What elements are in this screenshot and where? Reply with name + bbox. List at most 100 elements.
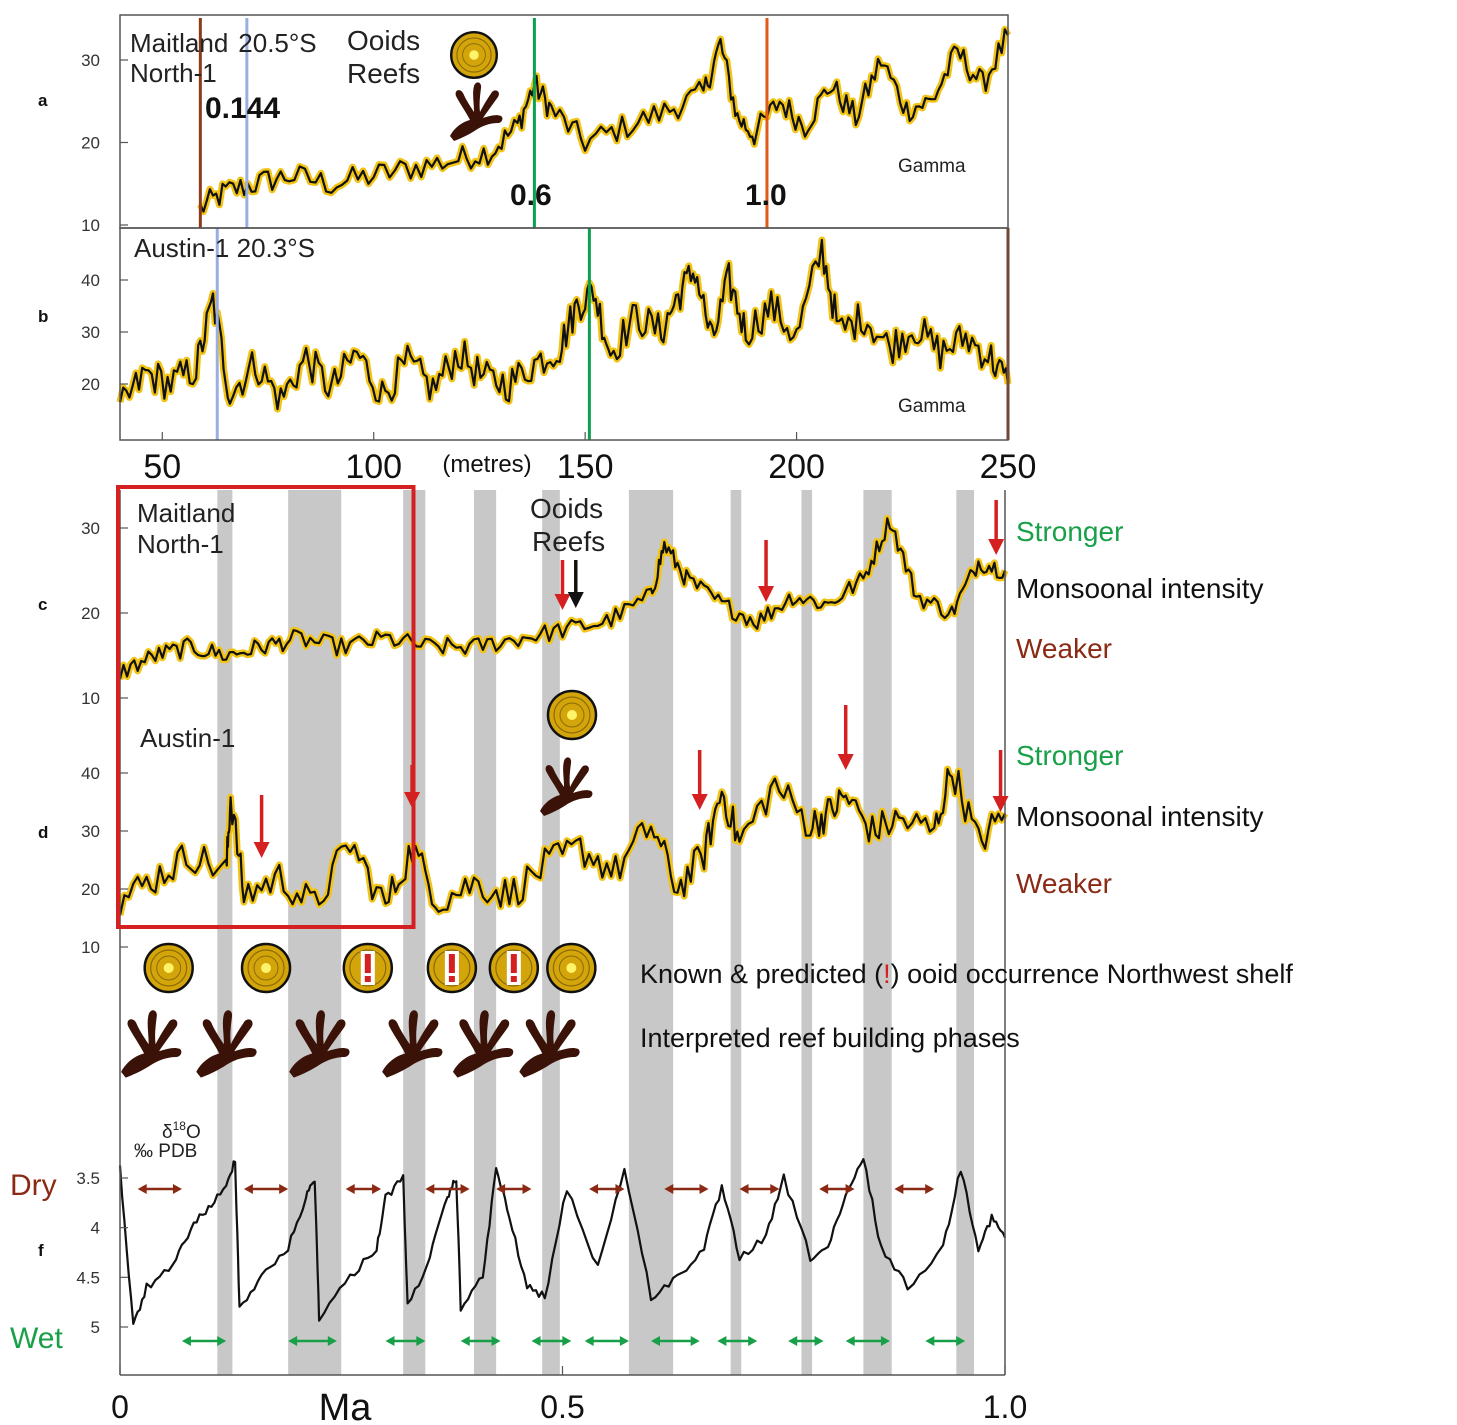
ooid-icon-panel-a (450, 31, 498, 79)
series-envelope-a (197, 25, 1012, 216)
dry-arrow-9-head-left (894, 1184, 904, 1194)
dry-arrow-9-head-right (925, 1184, 935, 1194)
dry-arrow-7-head-left (739, 1184, 749, 1194)
panel-b-xlabel: (metres) (442, 451, 531, 478)
highlight-box (116, 485, 416, 929)
xtick-label-b-3: 200 (768, 448, 825, 486)
dry-arrow-4-head-right (522, 1184, 532, 1194)
panel-d-monsoonal: Monsoonal intensity (1016, 801, 1263, 832)
red-arrow-c-0-head (554, 594, 571, 610)
panel-f-wet-label: Wet (10, 1322, 63, 1355)
panel-b-series-label: Gamma (898, 396, 966, 417)
dry-arrow-5-head-left (589, 1184, 599, 1194)
panel-d-stronger: Stronger (1016, 740, 1123, 771)
panel-a-title-line1: Maitland 20.5°S (130, 28, 317, 58)
ooid-icon-0 (143, 942, 194, 994)
series-line-f (118, 1158, 1007, 1325)
red-arrow-d-0-head (253, 842, 270, 858)
red-arrow-d-4-head (992, 796, 1009, 812)
dry-arrow-2-head-right (372, 1184, 382, 1194)
xtick-label-f-2: 1.0 (983, 1389, 1027, 1425)
wet-arrow-0-head-left (181, 1336, 191, 1346)
series-line-b (118, 238, 1010, 411)
dry-arrow-1-head-right (279, 1184, 289, 1194)
wet-arrow-10-head-right (956, 1336, 966, 1346)
shaded-band-6 (730, 490, 742, 1375)
series-line-a (199, 28, 1009, 213)
ooid-icon-5 (546, 942, 597, 994)
ytick-label-d-2: 30 (81, 822, 100, 841)
chart-marks: 10 20 30 20 30 40 10 20 30 10 20 30 40 3.5 4 4.5 5 50 100 1… (76, 31, 1037, 1425)
dry-arrow-8-head-left (819, 1184, 829, 1194)
wet-arrow-3-head-right (491, 1336, 501, 1346)
ytick-label-d-1: 20 (81, 880, 100, 899)
red-arrow-c-2-head (988, 539, 1005, 555)
panel-a-series-label: Gamma (898, 156, 966, 177)
panel-label-a: a (38, 91, 48, 110)
wet-arrow-4-head-right (562, 1336, 572, 1346)
xtick-label-f-1: 0.5 (540, 1389, 584, 1425)
ytick-label-c-0: 10 (81, 689, 100, 708)
ooid-icon-4 (488, 942, 540, 994)
ytick-label-b-1: 30 (81, 323, 100, 342)
panel-c-ooids-label: Ooids (530, 493, 603, 524)
shaded-band-9 (956, 490, 975, 1375)
dry-arrow-8-head-right (845, 1184, 855, 1194)
panel-c-weaker: Weaker (1016, 633, 1112, 664)
panel-label-d: d (38, 823, 48, 842)
ytick-label-b-0: 20 (81, 375, 100, 394)
panel-a-reefs-label: Reefs (347, 58, 420, 89)
panel-f-dry-label: Dry (10, 1169, 57, 1202)
ytick-label-c-1: 20 (81, 604, 100, 623)
panel-a-title-line2: North-1 (130, 58, 217, 88)
dry-arrow-3-head-right (460, 1184, 470, 1194)
panel-f-xlabel: Ma (319, 1387, 373, 1425)
ytick-label-a-1: 20 (81, 134, 100, 153)
panel-f-ylabel-line1: δ18O (162, 1119, 201, 1143)
dry-arrow-6-head-left (664, 1184, 674, 1194)
shaded-band-2 (403, 490, 426, 1375)
wet-arrow-7-head-right (748, 1336, 758, 1346)
xtick-label-f-0: 0 (111, 1389, 129, 1425)
wet-arrow-6-head-right (690, 1336, 700, 1346)
panel-d-weaker: Weaker (1016, 868, 1112, 899)
wet-arrow-10-head-left (925, 1336, 935, 1346)
ytick-label-c-2: 30 (81, 519, 100, 538)
wet-arrow-7-head-left (717, 1336, 727, 1346)
ytick-label-d-0: 10 (81, 938, 100, 957)
coral-reef-icon-panel-a (450, 82, 503, 141)
shaded-band-5 (628, 490, 674, 1375)
dry-arrow-0-head-left (137, 1184, 147, 1194)
xtick-label-b-2: 150 (557, 448, 614, 486)
wet-arrow-9-head-right (880, 1336, 890, 1346)
panel-b-title: Austin-1 20.3°S (134, 233, 315, 263)
marker-label-0144: 0.144 (205, 92, 280, 125)
dry-arrow-2-head-left (345, 1184, 355, 1194)
wet-arrow-1-head-left (288, 1336, 298, 1346)
wet-arrow-0-head-right (217, 1336, 227, 1346)
wet-arrow-5-head-left (584, 1336, 594, 1346)
red-arrow-d-2-head (691, 794, 708, 810)
ooid-icon-1 (240, 942, 292, 994)
ytick-label-a-2: 30 (81, 51, 100, 70)
shaded-band-8 (863, 490, 892, 1375)
wet-arrow-6-head-left (651, 1336, 660, 1346)
panel-label-b: b (38, 307, 48, 326)
shaded-bands (217, 490, 975, 1375)
series-line-d (118, 768, 1006, 916)
shaded-band-1 (288, 490, 342, 1375)
wet-arrow-9-head-left (845, 1336, 855, 1346)
xtick-label-b-0: 50 (143, 448, 181, 486)
dry-arrow-1-head-left (243, 1184, 253, 1194)
ooid-icon-panel-d (546, 689, 598, 741)
legend-ooid-text: Known & predicted (!) ooid occurrence No… (640, 959, 1293, 989)
ytick-label-f-1: 4 (91, 1219, 100, 1238)
panel-c-stronger: Stronger (1016, 516, 1123, 547)
panel-label-f: f (38, 1241, 44, 1260)
wet-arrow-2-head-left (385, 1336, 395, 1346)
xtick-label-b-4: 250 (980, 448, 1037, 486)
red-arrow-d-3-head (837, 754, 854, 770)
panel-f-ylabel-line2: ‰ PDB (134, 1141, 197, 1162)
wet-arrow-8-head-right (814, 1336, 824, 1346)
